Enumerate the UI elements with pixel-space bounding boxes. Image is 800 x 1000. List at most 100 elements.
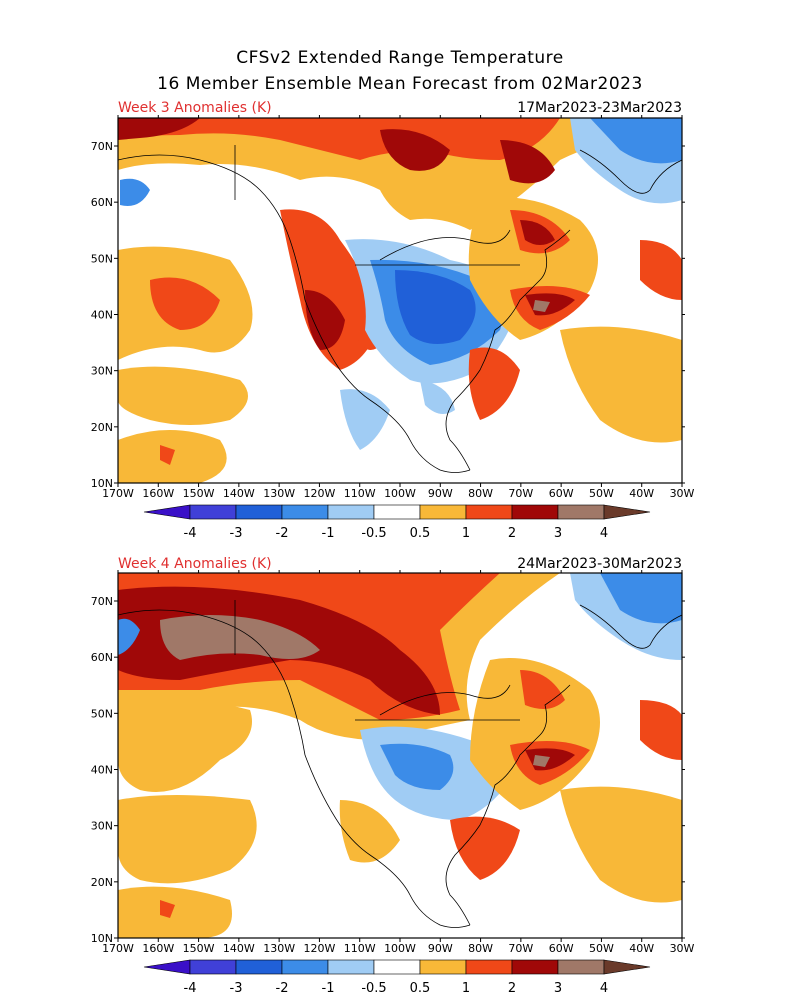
week3-lat-label: 50N	[91, 252, 113, 265]
week3-colorbar-swatch	[327, 504, 375, 520]
week3-colorbar-swatch	[373, 504, 421, 520]
week4-colorbar-label: 2	[508, 981, 516, 996]
week4-lon-label: 40W	[629, 942, 654, 955]
chart-title-line2: 16 Member Ensemble Mean Forecast from 02…	[157, 74, 643, 94]
week3-colorbar-label: 2	[508, 526, 516, 541]
week3-colorbar-swatch	[465, 504, 513, 520]
week4-axes: 170W 160W 150W 140W 130W 120W 110W 100W 90W 80W 70…	[91, 570, 695, 955]
week4-colorbar-swatch	[281, 959, 329, 975]
week3-colorbar-label: 0.5	[410, 526, 431, 541]
week4-colorbar-arrow-left	[143, 959, 191, 975]
week4-colorbar-swatch	[419, 959, 467, 975]
week4-coastlines	[118, 600, 682, 928]
week3-anomaly-field	[118, 118, 682, 483]
week3-colorbar-label: -1	[322, 526, 335, 541]
week3-colorbar-swatch	[419, 504, 467, 520]
week4-colorbar-swatch	[373, 959, 421, 975]
week4-lat-label: 40N	[91, 764, 113, 777]
week4-colorbar-swatch	[327, 959, 375, 975]
week3-lat-label: 40N	[91, 309, 113, 322]
week3-colorbar-swatch	[189, 504, 237, 520]
week4-colorbar-swatch	[189, 959, 237, 975]
week3-axes: 170W 160W 150W 140W 130W 120W 110W 100W 90W 80W 70…	[91, 115, 695, 500]
week3-lon-label: 150W	[183, 487, 215, 500]
week4-lon-label: 80W	[468, 942, 493, 955]
week3-dates: 17Mar2023-23Mar2023	[517, 100, 682, 116]
week3-lon-label: 80W	[468, 487, 493, 500]
chart-title-line1: CFSv2 Extended Range Temperature	[236, 48, 564, 68]
week3-colorbar-swatch	[557, 504, 605, 520]
week4-lon-label: 100W	[384, 942, 416, 955]
week3-lon-label: 30W	[670, 487, 695, 500]
week4-lon-label: 150W	[183, 942, 215, 955]
week4-anomaly-field	[118, 573, 682, 938]
week3-lon-label: 160W	[142, 487, 174, 500]
week4-lon-label: 160W	[142, 942, 174, 955]
week3-colorbar-label: -4	[184, 526, 197, 541]
week3-lat-label: 70N	[91, 140, 113, 153]
week3-colorbar-label: -3	[230, 526, 243, 541]
week4-lat-label: 20N	[91, 876, 113, 889]
week4-lat-label: 70N	[91, 595, 113, 608]
week4-label: Week 4 Anomalies (K)	[118, 556, 272, 572]
week4-lon-label: 130W	[263, 942, 295, 955]
week4-lat-label: 50N	[91, 707, 113, 720]
week4-colorbar-label: 0.5	[410, 981, 431, 996]
week3-lat-label: 60N	[91, 196, 113, 209]
week4-lon-label: 120W	[303, 942, 335, 955]
week4-colorbar-swatch	[511, 959, 559, 975]
week3-lon-label: 70W	[508, 487, 533, 500]
week4-lon-label: 90W	[428, 942, 453, 955]
week3-lon-label: 170W	[102, 487, 134, 500]
week4-colorbar-label: -4	[184, 981, 197, 996]
week3-lon-label: 130W	[263, 487, 295, 500]
week4-colorbar-label: 3	[554, 981, 562, 996]
week3-label: Week 3 Anomalies (K)	[118, 100, 272, 116]
week4-lat-label: 10N	[91, 932, 113, 945]
week4-lat-label: 30N	[91, 820, 113, 833]
week4-colorbar-swatch	[557, 959, 605, 975]
week3-colorbar-label: -0.5	[361, 526, 386, 541]
week4-colorbar-label: -2	[276, 981, 289, 996]
week3-lat-label: 10N	[91, 477, 113, 490]
week3-lon-label: 40W	[629, 487, 654, 500]
week4-lat-label: 60N	[91, 651, 113, 664]
week4-colorbar-swatch	[465, 959, 513, 975]
week4-colorbar-label: -0.5	[361, 981, 386, 996]
week4-colorbar-arrow-right	[603, 959, 651, 975]
week3-colorbar-swatch	[511, 504, 559, 520]
week4-colorbar-label: 4	[600, 981, 608, 996]
week3-colorbar-label: 4	[600, 526, 608, 541]
week3-colorbar-swatch	[235, 504, 283, 520]
week4-lon-label: 110W	[344, 942, 376, 955]
week3-colorbar-label: 1	[462, 526, 470, 541]
week3-lon-label: 140W	[223, 487, 255, 500]
week4-lon-label: 170W	[102, 942, 134, 955]
week4-colorbar-swatch	[235, 959, 283, 975]
week4-lon-label: 30W	[670, 942, 695, 955]
week4-lon-label: 50W	[589, 942, 614, 955]
week3-colorbar-arrow-left	[143, 504, 191, 520]
week4-colorbar-label: -3	[230, 981, 243, 996]
week3-colorbar-arrow-right	[603, 504, 651, 520]
week3-lon-label: 50W	[589, 487, 614, 500]
week4-colorbar-label: 1	[462, 981, 470, 996]
week3-lon-label: 120W	[303, 487, 335, 500]
week3-lat-label: 20N	[91, 421, 113, 434]
week3-lon-label: 110W	[344, 487, 376, 500]
week3-colorbar-label: -2	[276, 526, 289, 541]
week3-colorbar-swatch	[281, 504, 329, 520]
week4-dates: 24Mar2023-30Mar2023	[517, 556, 682, 572]
week4-lon-label: 140W	[223, 942, 255, 955]
week3-lon-label: 60W	[549, 487, 574, 500]
week4-lon-label: 70W	[508, 942, 533, 955]
week3-coastlines	[118, 145, 682, 473]
week3-lon-label: 100W	[384, 487, 416, 500]
week4-colorbar-label: -1	[322, 981, 335, 996]
week3-lon-label: 90W	[428, 487, 453, 500]
week3-colorbar-label: 3	[554, 526, 562, 541]
week4-lon-label: 60W	[549, 942, 574, 955]
